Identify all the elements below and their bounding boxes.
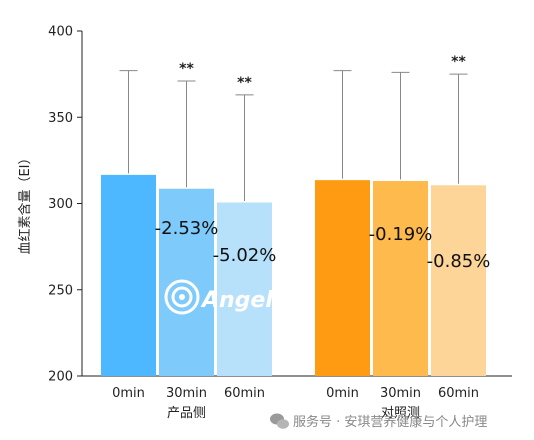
angel-logo: Angel — [164, 279, 273, 315]
x-tick-label: 60min — [438, 386, 479, 401]
significance-marker: ** — [179, 61, 194, 77]
x-tick-label: 30min — [380, 386, 421, 401]
x-tick-label: 0min — [112, 386, 145, 401]
group-label: 对照测 — [381, 406, 420, 421]
bar-对照测-60min — [431, 184, 486, 376]
significance-marker: ** — [451, 54, 466, 70]
change-percentage-label: -0.19% — [369, 224, 433, 245]
x-tick-label: 0min — [326, 386, 359, 401]
logo-text: Angel — [200, 288, 273, 313]
y-tick-label: 200 — [48, 370, 73, 385]
bar-产品侧-60min — [217, 201, 272, 376]
y-tick-label: 250 — [48, 283, 73, 298]
bars — [101, 70, 486, 376]
footer-text: 服务号 · 安琪营养健康与个人护理 — [293, 414, 487, 430]
y-axis-label: 血红素含量（EI） — [17, 151, 33, 254]
significance-marker: ** — [237, 75, 252, 91]
y-tick-label: 300 — [48, 197, 73, 212]
change-percentage-label: -0.85% — [427, 251, 491, 272]
x-tick-label: 60min — [224, 386, 265, 401]
bar-产品侧-0min — [101, 174, 156, 376]
change-percentage-label: -5.02% — [213, 245, 277, 266]
annotations: 0min 30min ** -2.53% 60min ** -5.02% 产品侧 0min 30m… — [112, 54, 490, 421]
footer-watermark: 服务号 · 安琪营养健康与个人护理 — [270, 413, 487, 430]
group-label: 产品侧 — [167, 406, 206, 421]
wechat-icon — [270, 413, 289, 429]
y-tick-label: 350 — [48, 111, 73, 126]
logo-swirl-icon — [164, 279, 200, 315]
y-tick-label: 400 — [48, 25, 73, 40]
bar-对照测-30min — [373, 180, 428, 376]
change-percentage-label: -2.53% — [155, 218, 219, 239]
x-tick-label: 30min — [166, 386, 207, 401]
bar-对照测-0min — [315, 179, 370, 376]
